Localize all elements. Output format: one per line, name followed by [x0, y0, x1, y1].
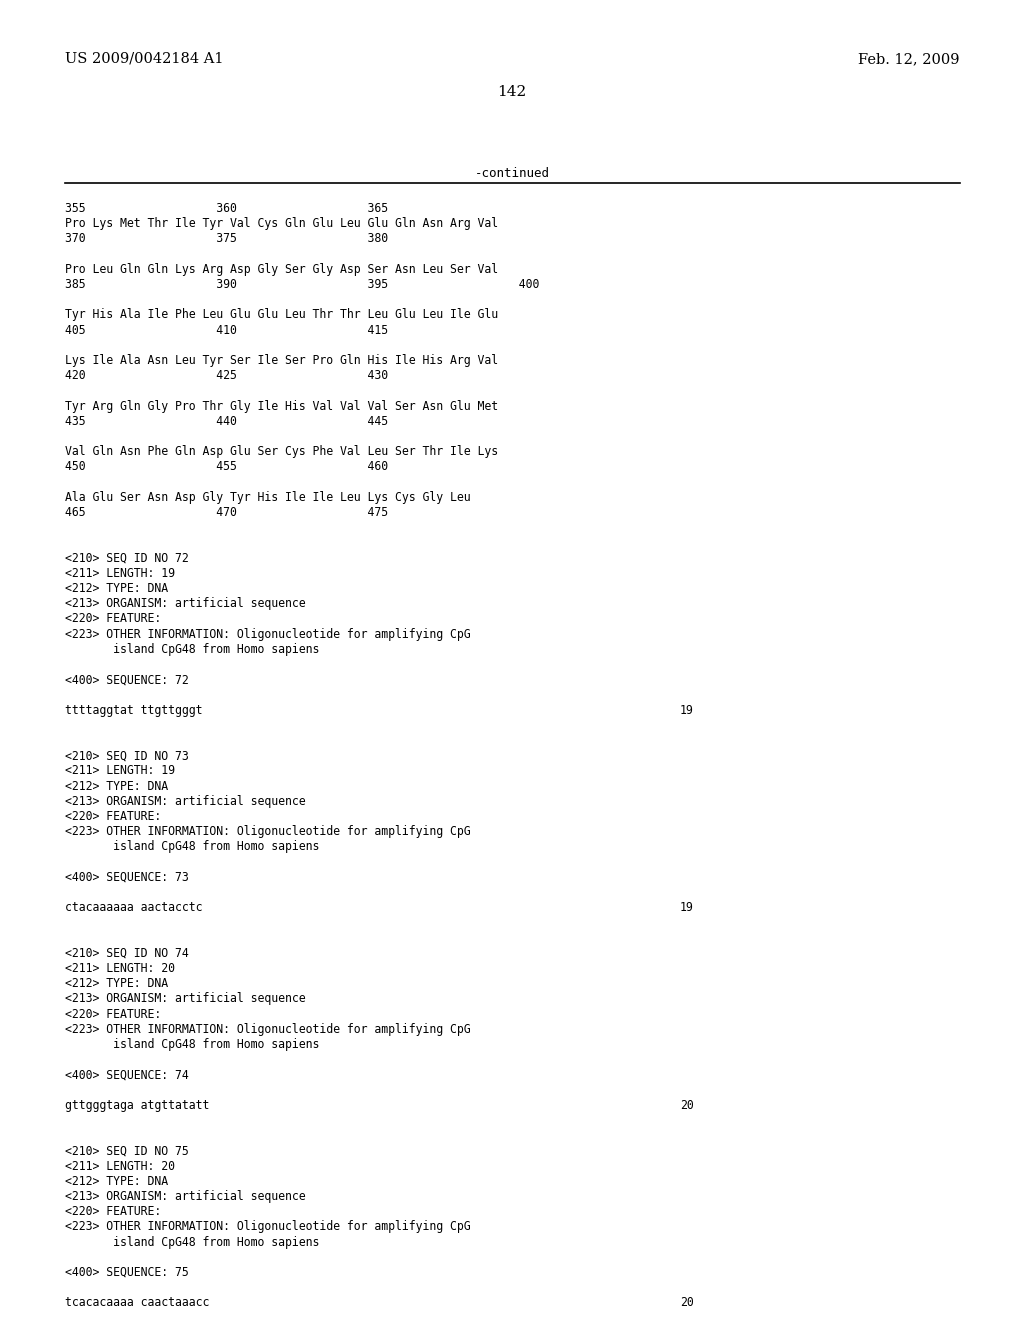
Text: island CpG48 from Homo sapiens: island CpG48 from Homo sapiens [65, 643, 319, 656]
Text: <220> FEATURE:: <220> FEATURE: [65, 810, 161, 822]
Text: <212> TYPE: DNA: <212> TYPE: DNA [65, 977, 168, 990]
Text: <212> TYPE: DNA: <212> TYPE: DNA [65, 780, 168, 792]
Text: 420                   425                   430: 420 425 430 [65, 370, 388, 383]
Text: 19: 19 [680, 902, 693, 915]
Text: <223> OTHER INFORMATION: Oligonucleotide for amplifying CpG: <223> OTHER INFORMATION: Oligonucleotide… [65, 1023, 471, 1036]
Text: Pro Lys Met Thr Ile Tyr Val Cys Gln Glu Leu Glu Gln Asn Arg Val: Pro Lys Met Thr Ile Tyr Val Cys Gln Glu … [65, 218, 498, 230]
Text: ttttaggtat ttgttgggt: ttttaggtat ttgttgggt [65, 704, 203, 717]
Text: 405                   410                   415: 405 410 415 [65, 323, 388, 337]
Text: <213> ORGANISM: artificial sequence: <213> ORGANISM: artificial sequence [65, 1191, 305, 1203]
Text: Feb. 12, 2009: Feb. 12, 2009 [858, 51, 961, 66]
Text: <210> SEQ ID NO 74: <210> SEQ ID NO 74 [65, 946, 188, 960]
Text: island CpG48 from Homo sapiens: island CpG48 from Homo sapiens [65, 1038, 319, 1051]
Text: tcacacaaaa caactaaacc: tcacacaaaa caactaaacc [65, 1296, 209, 1309]
Text: <223> OTHER INFORMATION: Oligonucleotide for amplifying CpG: <223> OTHER INFORMATION: Oligonucleotide… [65, 825, 471, 838]
Text: -continued: -continued [474, 168, 550, 180]
Text: 450                   455                   460: 450 455 460 [65, 461, 388, 474]
Text: US 2009/0042184 A1: US 2009/0042184 A1 [65, 51, 223, 66]
Text: <223> OTHER INFORMATION: Oligonucleotide for amplifying CpG: <223> OTHER INFORMATION: Oligonucleotide… [65, 627, 471, 640]
Text: Ala Glu Ser Asn Asp Gly Tyr His Ile Ile Leu Lys Cys Gly Leu: Ala Glu Ser Asn Asp Gly Tyr His Ile Ile … [65, 491, 471, 504]
Text: <400> SEQUENCE: 72: <400> SEQUENCE: 72 [65, 673, 188, 686]
Text: Pro Leu Gln Gln Lys Arg Asp Gly Ser Gly Asp Ser Asn Leu Ser Val: Pro Leu Gln Gln Lys Arg Asp Gly Ser Gly … [65, 263, 498, 276]
Text: Val Gln Asn Phe Gln Asp Glu Ser Cys Phe Val Leu Ser Thr Ile Lys: Val Gln Asn Phe Gln Asp Glu Ser Cys Phe … [65, 445, 498, 458]
Text: 142: 142 [498, 84, 526, 99]
Text: <400> SEQUENCE: 74: <400> SEQUENCE: 74 [65, 1068, 188, 1081]
Text: <213> ORGANISM: artificial sequence: <213> ORGANISM: artificial sequence [65, 795, 305, 808]
Text: <220> FEATURE:: <220> FEATURE: [65, 612, 161, 626]
Text: ctacaaaaaa aactacctc: ctacaaaaaa aactacctc [65, 902, 203, 915]
Text: <400> SEQUENCE: 73: <400> SEQUENCE: 73 [65, 871, 188, 884]
Text: 20: 20 [680, 1296, 693, 1309]
Text: island CpG48 from Homo sapiens: island CpG48 from Homo sapiens [65, 841, 319, 854]
Text: <220> FEATURE:: <220> FEATURE: [65, 1205, 161, 1218]
Text: 435                   440                   445: 435 440 445 [65, 414, 388, 428]
Text: <211> LENGTH: 19: <211> LENGTH: 19 [65, 764, 175, 777]
Text: <220> FEATURE:: <220> FEATURE: [65, 1007, 161, 1020]
Text: <210> SEQ ID NO 73: <210> SEQ ID NO 73 [65, 750, 188, 762]
Text: 20: 20 [680, 1098, 693, 1111]
Text: 355                   360                   365: 355 360 365 [65, 202, 388, 215]
Text: <212> TYPE: DNA: <212> TYPE: DNA [65, 582, 168, 595]
Text: Lys Ile Ala Asn Leu Tyr Ser Ile Ser Pro Gln His Ile His Arg Val: Lys Ile Ala Asn Leu Tyr Ser Ile Ser Pro … [65, 354, 498, 367]
Text: <213> ORGANISM: artificial sequence: <213> ORGANISM: artificial sequence [65, 993, 305, 1006]
Text: <211> LENGTH: 20: <211> LENGTH: 20 [65, 962, 175, 975]
Text: 385                   390                   395                   400: 385 390 395 400 [65, 279, 540, 290]
Text: <211> LENGTH: 20: <211> LENGTH: 20 [65, 1159, 175, 1172]
Text: Tyr Arg Gln Gly Pro Thr Gly Ile His Val Val Val Ser Asn Glu Met: Tyr Arg Gln Gly Pro Thr Gly Ile His Val … [65, 400, 498, 413]
Text: gttgggtaga atgttatatt: gttgggtaga atgttatatt [65, 1098, 209, 1111]
Text: <212> TYPE: DNA: <212> TYPE: DNA [65, 1175, 168, 1188]
Text: <210> SEQ ID NO 75: <210> SEQ ID NO 75 [65, 1144, 188, 1158]
Text: island CpG48 from Homo sapiens: island CpG48 from Homo sapiens [65, 1236, 319, 1249]
Text: 19: 19 [680, 704, 693, 717]
Text: <210> SEQ ID NO 72: <210> SEQ ID NO 72 [65, 552, 188, 565]
Text: <213> ORGANISM: artificial sequence: <213> ORGANISM: artificial sequence [65, 597, 305, 610]
Text: <223> OTHER INFORMATION: Oligonucleotide for amplifying CpG: <223> OTHER INFORMATION: Oligonucleotide… [65, 1221, 471, 1233]
Text: <211> LENGTH: 19: <211> LENGTH: 19 [65, 566, 175, 579]
Text: 370                   375                   380: 370 375 380 [65, 232, 388, 246]
Text: <400> SEQUENCE: 75: <400> SEQUENCE: 75 [65, 1266, 188, 1279]
Text: Tyr His Ala Ile Phe Leu Glu Glu Leu Thr Thr Leu Glu Leu Ile Glu: Tyr His Ala Ile Phe Leu Glu Glu Leu Thr … [65, 309, 498, 321]
Text: 465                   470                   475: 465 470 475 [65, 506, 388, 519]
